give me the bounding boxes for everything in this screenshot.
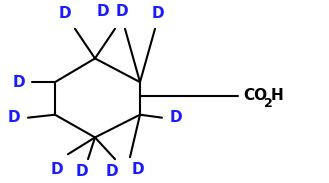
Text: D: D — [13, 75, 25, 90]
Text: D: D — [170, 110, 183, 125]
Text: D: D — [76, 164, 88, 179]
Text: D: D — [116, 4, 128, 19]
Text: D: D — [106, 164, 118, 179]
Text: D: D — [97, 4, 109, 19]
Text: D: D — [51, 162, 63, 177]
Text: H: H — [271, 88, 284, 103]
Text: CO: CO — [243, 88, 267, 103]
Text: D: D — [59, 6, 71, 21]
Text: D: D — [7, 110, 20, 125]
Text: D: D — [132, 162, 144, 177]
Text: 2: 2 — [265, 97, 273, 110]
Text: D: D — [152, 6, 164, 21]
